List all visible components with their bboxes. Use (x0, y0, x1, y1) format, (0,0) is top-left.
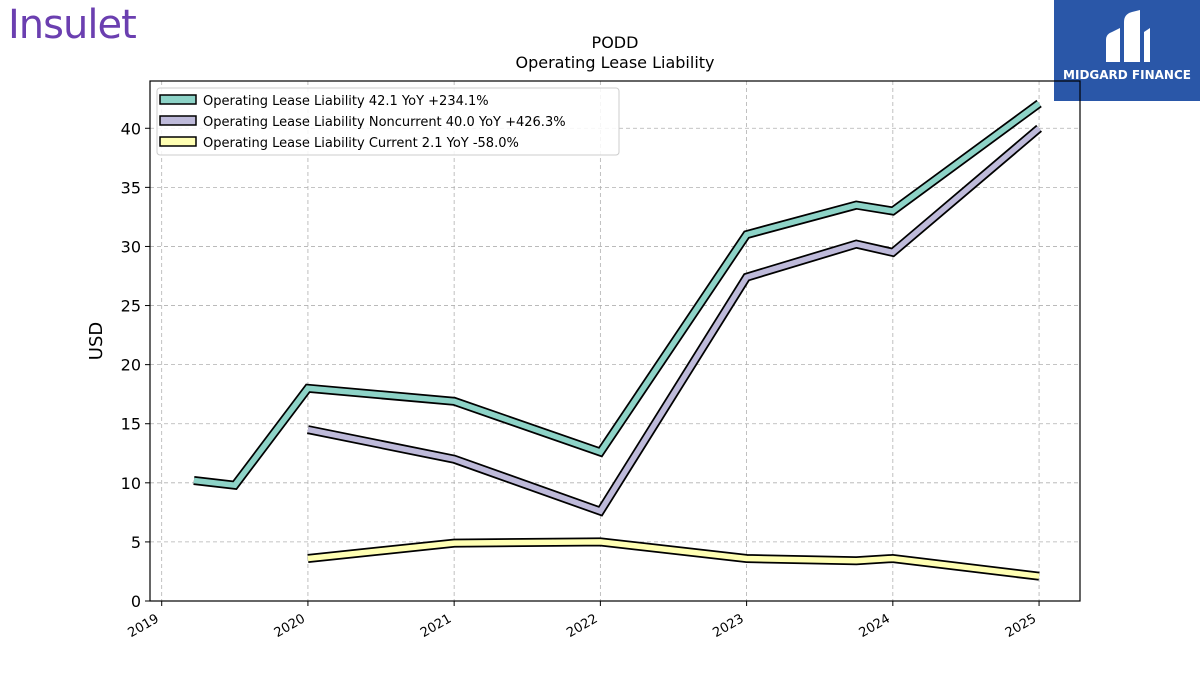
legend-swatch (159, 115, 197, 126)
series-line-0 (193, 101, 1041, 489)
x-tick-label: 2023 (710, 611, 746, 641)
y-tick-label: 30 (121, 237, 141, 256)
y-tick-label: 25 (121, 297, 141, 316)
series-line-2 (307, 539, 1040, 579)
x-tick-label: 2024 (857, 611, 893, 641)
legend-swatch (159, 136, 197, 147)
x-tick-label: 2025 (1003, 611, 1039, 641)
brand-emblem-icon (1106, 10, 1150, 62)
y-tick-label: 0 (131, 592, 141, 611)
y-axis-label: USD (86, 322, 107, 360)
x-tick-label: 2021 (418, 611, 454, 641)
series-layer (193, 99, 1043, 581)
legend-label: Operating Lease Liability Noncurrent 40.… (203, 115, 566, 130)
y-tick-label: 15 (121, 415, 141, 434)
grid (150, 81, 1080, 602)
legend: Operating Lease Liability 42.1 YoY +234.… (156, 87, 620, 156)
legend-label: Operating Lease Liability 42.1 YoY +234.… (203, 94, 489, 109)
brand-badge: MIDGARD FINANCE (1054, 0, 1200, 101)
y-tick-label: 35 (121, 178, 141, 197)
brand-name: MIDGARD FINANCE (1063, 68, 1191, 82)
legend-swatch (159, 94, 197, 105)
chart-title: PODD (592, 33, 639, 52)
plot-frame (149, 80, 1081, 602)
y-tick-label: 20 (121, 356, 141, 375)
y-tick-label: 10 (121, 474, 141, 493)
chart-subtitle: Operating Lease Liability (515, 53, 714, 72)
company-logo: Insulet (8, 2, 137, 48)
x-tick-label: 2022 (564, 611, 600, 641)
y-tick-label: 5 (131, 533, 141, 552)
y-tick-label: 40 (121, 119, 141, 138)
series-line-1 (307, 126, 1041, 515)
x-tick-label: 2020 (272, 611, 308, 641)
legend-label: Operating Lease Liability Current 2.1 Yo… (203, 136, 519, 151)
legend-box (156, 87, 620, 156)
x-tick-label: 2019 (126, 611, 162, 641)
